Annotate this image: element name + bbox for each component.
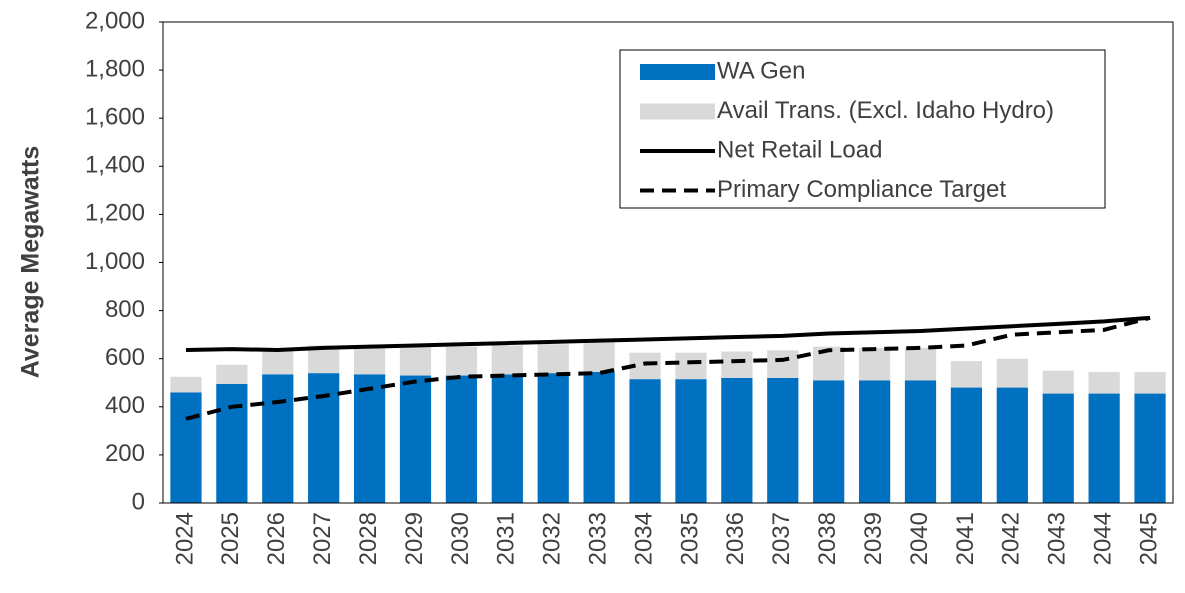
x-tick-label: 2026	[263, 512, 290, 565]
bar	[537, 344, 569, 374]
bar	[353, 345, 386, 375]
bar	[721, 351, 753, 378]
bar	[262, 349, 294, 375]
bar	[629, 379, 661, 503]
x-tick-label: 2027	[309, 512, 336, 565]
x-tick-label: 2042	[998, 512, 1025, 565]
x-tick-label: 2029	[401, 512, 428, 565]
bar	[170, 376, 202, 393]
x-tick-label: 2044	[1089, 512, 1116, 565]
bar	[675, 352, 707, 380]
x-tick-label: 2041	[952, 512, 979, 565]
bar	[767, 350, 799, 378]
x-tick-label: 2045	[1135, 512, 1162, 565]
bar	[996, 358, 1028, 388]
bar	[399, 346, 432, 376]
y-tick-label: 1,200	[85, 200, 145, 227]
bar	[813, 380, 845, 503]
bar	[445, 346, 478, 376]
x-tick-label: 2040	[906, 512, 933, 565]
bar	[262, 374, 294, 503]
x-tick-label: 2034	[630, 512, 657, 565]
x-tick-label: 2036	[722, 512, 749, 565]
bar	[950, 361, 983, 388]
bar	[675, 379, 707, 503]
y-axis-label: Average Megawatts	[17, 146, 45, 379]
bar	[583, 341, 615, 372]
x-tick-label: 2028	[355, 512, 382, 565]
bar	[308, 373, 340, 503]
bar	[904, 347, 937, 381]
line	[185, 315, 1151, 353]
line	[185, 315, 1151, 421]
legend-swatch	[640, 103, 715, 120]
bar	[170, 392, 202, 503]
bar	[996, 387, 1028, 503]
x-tick-label: 2025	[217, 512, 244, 565]
bar	[491, 345, 523, 375]
y-tick-label: 600	[105, 344, 145, 371]
legend-swatch	[640, 64, 715, 80]
bar	[1042, 370, 1074, 394]
legend-label: Net Retail Load	[717, 136, 882, 163]
y-tick-label: 1,600	[85, 104, 145, 131]
bar	[721, 377, 753, 503]
x-tick-label: 2039	[860, 512, 887, 565]
bar	[858, 380, 891, 503]
x-tick-label: 2024	[171, 512, 198, 565]
y-tick-label: 1,400	[85, 152, 145, 179]
bar	[950, 387, 983, 503]
bar	[216, 364, 248, 384]
bar	[216, 383, 248, 503]
y-tick-label: 1,000	[85, 248, 145, 275]
legend-label: WA Gen	[717, 57, 805, 84]
x-tick-label: 2031	[493, 512, 520, 565]
legend-label: Avail Trans. (Excl. Idaho Hydro)	[717, 97, 1054, 124]
y-tick-label: 2,000	[85, 7, 145, 34]
y-tick-label: 0	[132, 488, 145, 515]
y-tick-label: 200	[105, 440, 145, 467]
plot-frame	[162, 21, 1174, 504]
bar	[491, 374, 523, 503]
x-tick-label: 2030	[447, 512, 474, 565]
bar	[537, 373, 569, 503]
bar	[1134, 393, 1166, 503]
x-tick-label: 2043	[1044, 512, 1071, 565]
bar	[904, 380, 937, 503]
y-tick-label: 400	[105, 392, 145, 419]
bar	[1088, 371, 1120, 394]
bar	[445, 375, 478, 503]
y-tick-label: 800	[105, 296, 145, 323]
bar	[353, 374, 386, 503]
bar	[858, 347, 891, 381]
x-tick-label: 2033	[584, 512, 611, 565]
bar	[1042, 393, 1074, 503]
legend-label: Primary Compliance Target	[717, 176, 1006, 203]
bar	[1088, 393, 1120, 503]
bar	[1134, 371, 1166, 394]
x-tick-label: 2035	[676, 512, 703, 565]
bar	[399, 375, 432, 503]
y-tick-label: 1,800	[85, 55, 145, 82]
x-tick-label: 2037	[768, 512, 795, 565]
bar	[583, 371, 615, 503]
x-tick-label: 2038	[814, 512, 841, 565]
bar	[767, 377, 799, 503]
x-tick-label: 2032	[539, 512, 566, 565]
